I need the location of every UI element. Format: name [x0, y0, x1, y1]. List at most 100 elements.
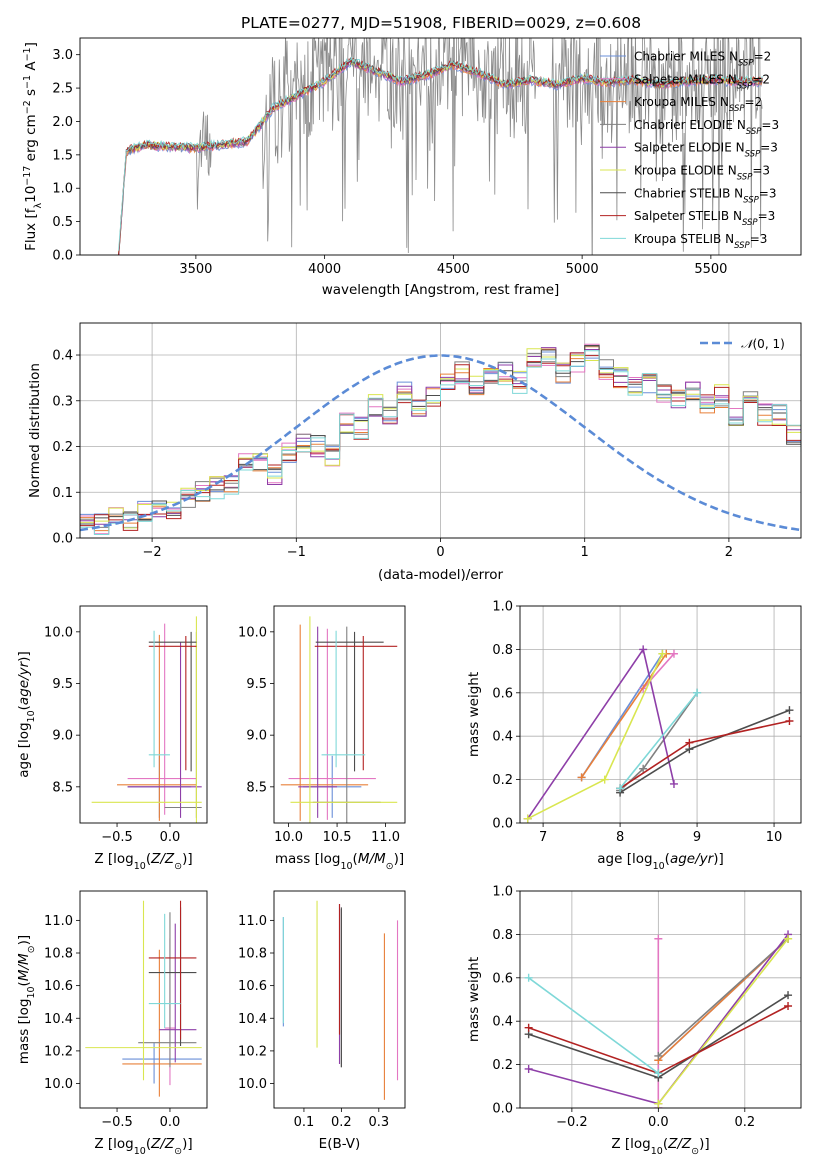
x-axis-label: age [log10(age/yr)] — [597, 851, 723, 872]
y-tick-label: 9.5 — [52, 677, 73, 692]
y-axis-label: Flux [fλ10−17 erg cm−2 s−1 A−1] — [22, 42, 44, 251]
plot-area — [524, 930, 793, 1108]
y-tick-label: 9.5 — [246, 677, 267, 692]
x-tick-label: 5500 — [694, 262, 727, 277]
series-line-chabrier-elodie — [657, 938, 789, 1057]
model-line-kroupa-stelib — [118, 56, 763, 251]
y-tick-label: 0.2 — [492, 1058, 513, 1073]
x-tick-label: 4000 — [308, 262, 341, 277]
mass-vs-metallicity-panel: −0.5 0.0 10.0 10.2 10.4 10.6 10.8 11.0 Z [log10(… — [16, 890, 208, 1157]
y-tick-label: 0.6 — [492, 686, 513, 701]
axes-frame — [79, 37, 802, 256]
mass-vs-ebv-panel: 0.1 0.2 0.3 10.0 10.2 10.4 10.6 10.8 11.0 E(B-V) — [238, 890, 406, 1152]
plot-area — [80, 343, 801, 538]
legend-label: Kroupa ELODIE — [634, 164, 724, 178]
data-point-salpeter-miles — [669, 649, 678, 658]
x-tick-label: 0.2 — [734, 1115, 755, 1130]
legend-entry: Chabrier STELIB NSSP=3 — [634, 186, 776, 205]
y-tick-label: 8.5 — [246, 780, 267, 795]
data-point-kroupa-stelib — [524, 973, 533, 982]
x-tick-label: −0.5 — [101, 830, 133, 845]
y-tick-label: 11.0 — [44, 914, 73, 929]
x-tick-label: 11.0 — [371, 830, 400, 845]
y-tick-label: 0.0 — [492, 1102, 513, 1117]
x-tick-label: 0.2 — [331, 1115, 352, 1130]
y-axis-label: mass weight — [466, 957, 482, 1042]
y-tick-label: 10.0 — [44, 1077, 73, 1092]
y-axis-label: age [log10(age/yr)] — [16, 651, 37, 777]
x-tick-label: 10 — [766, 830, 783, 845]
data-point-kroupa-miles — [577, 773, 586, 782]
axes-frame — [273, 605, 406, 824]
data-point-kroupa-elodie — [600, 775, 609, 784]
y-tick-label: 0.0 — [492, 817, 513, 832]
x-tick-label: 5000 — [566, 262, 599, 277]
data-point-salpeter-stelib — [785, 717, 794, 726]
plot-area — [282, 900, 399, 1100]
y-tick-label: 0.4 — [492, 1015, 513, 1030]
x-tick-label: 0.0 — [160, 830, 181, 845]
x-tick-label: 0.3 — [368, 1115, 389, 1130]
data-point-kroupa-elodie — [654, 1099, 663, 1108]
legend-label: Salpeter STELIB — [634, 209, 729, 223]
histogram-kroupa-stelib — [80, 350, 801, 538]
y-tick-label: 3.0 — [52, 48, 73, 63]
data-point-kroupa-elodie — [523, 814, 532, 823]
y-tick-label: 0.3 — [52, 394, 73, 409]
x-axis-label: mass [log10(M/M⊙)] — [275, 851, 404, 872]
y-tick-label: 0.6 — [492, 971, 513, 986]
axes-frame — [79, 605, 208, 824]
y-tick-label: 10.6 — [44, 979, 73, 994]
y-tick-label: 0.4 — [52, 349, 73, 364]
data-point-salpeter-elodie — [524, 1064, 533, 1073]
axes-frame — [79, 322, 802, 539]
spectrum-panel: Chabrier MILES NSSP=2 Salpeter MILES NSSP… — [22, 37, 802, 298]
y-tick-label: 0.0 — [52, 249, 73, 264]
data-point-salpeter-elodie — [669, 779, 678, 788]
legend-entry: Chabrier ELODIE NSSP=3 — [634, 118, 779, 137]
x-tick-label: −2 — [143, 545, 162, 560]
x-axis-label: (data-model)/error — [378, 567, 504, 583]
y-tick-label: 10.0 — [44, 625, 73, 640]
y-tick-label: 2.5 — [52, 82, 73, 97]
plot-area — [280, 616, 398, 823]
y-tick-label: 1.5 — [52, 148, 73, 163]
plot-area — [91, 616, 202, 823]
x-tick-label: 10.0 — [274, 830, 303, 845]
y-axis-label: mass [log10(M/M⊙)] — [16, 935, 37, 1064]
y-tick-label: 10.6 — [238, 979, 267, 994]
axes-frame — [519, 605, 802, 824]
y-tick-label: 11.0 — [238, 914, 267, 929]
y-tick-label: 9.0 — [52, 729, 73, 744]
plot-area — [85, 900, 202, 1097]
data-point-salpeter-miles — [654, 934, 663, 943]
y-tick-label: 0.2 — [492, 773, 513, 788]
y-axis-label: Normed distribution — [27, 363, 43, 498]
series-line-kroupa-elodie — [657, 938, 789, 1105]
data-point-kroupa-elodie — [658, 649, 667, 658]
x-tick-label: 2 — [725, 545, 733, 560]
legend-entry: Chabrier MILES NSSP=2 — [634, 50, 771, 69]
legend-entry: Salpeter STELIB NSSP=3 — [634, 209, 775, 228]
x-axis-label: Z [log10(Z/Z⊙)] — [94, 851, 192, 872]
legend-entry: Kroupa MILES NSSP=2 — [634, 95, 762, 114]
legend-label: Salpeter ELODIE — [634, 141, 732, 155]
x-tick-label: 0 — [436, 545, 444, 560]
legend-label: Chabrier STELIB — [634, 186, 730, 200]
data-point-kroupa-stelib — [693, 688, 702, 697]
x-tick-label: −1 — [287, 545, 306, 560]
figure-title: PLATE=0277, MJD=51908, FIBERID=0029, z=0… — [241, 14, 641, 32]
legend-label: Salpeter MILES — [634, 72, 724, 86]
y-tick-label: 10.4 — [44, 1012, 73, 1027]
mass-weight-vs-age-panel: 7 8 9 10 0.0 0.2 0.4 0.6 0.8 1.0 age [log10(age/yr… — [466, 600, 802, 872]
x-axis-label: E(B-V) — [319, 1136, 361, 1152]
y-tick-label: 0.2 — [52, 440, 73, 455]
y-tick-label: 0.8 — [492, 928, 513, 943]
y-tick-label: 10.2 — [44, 1044, 73, 1059]
y-axis-label: mass weight — [466, 672, 482, 757]
x-tick-label: 8 — [616, 830, 624, 845]
data-point-kroupa-stelib — [654, 1069, 663, 1078]
legend-entry: 𝒩(0, 1) — [741, 337, 785, 351]
x-tick-label: 1 — [581, 545, 589, 560]
